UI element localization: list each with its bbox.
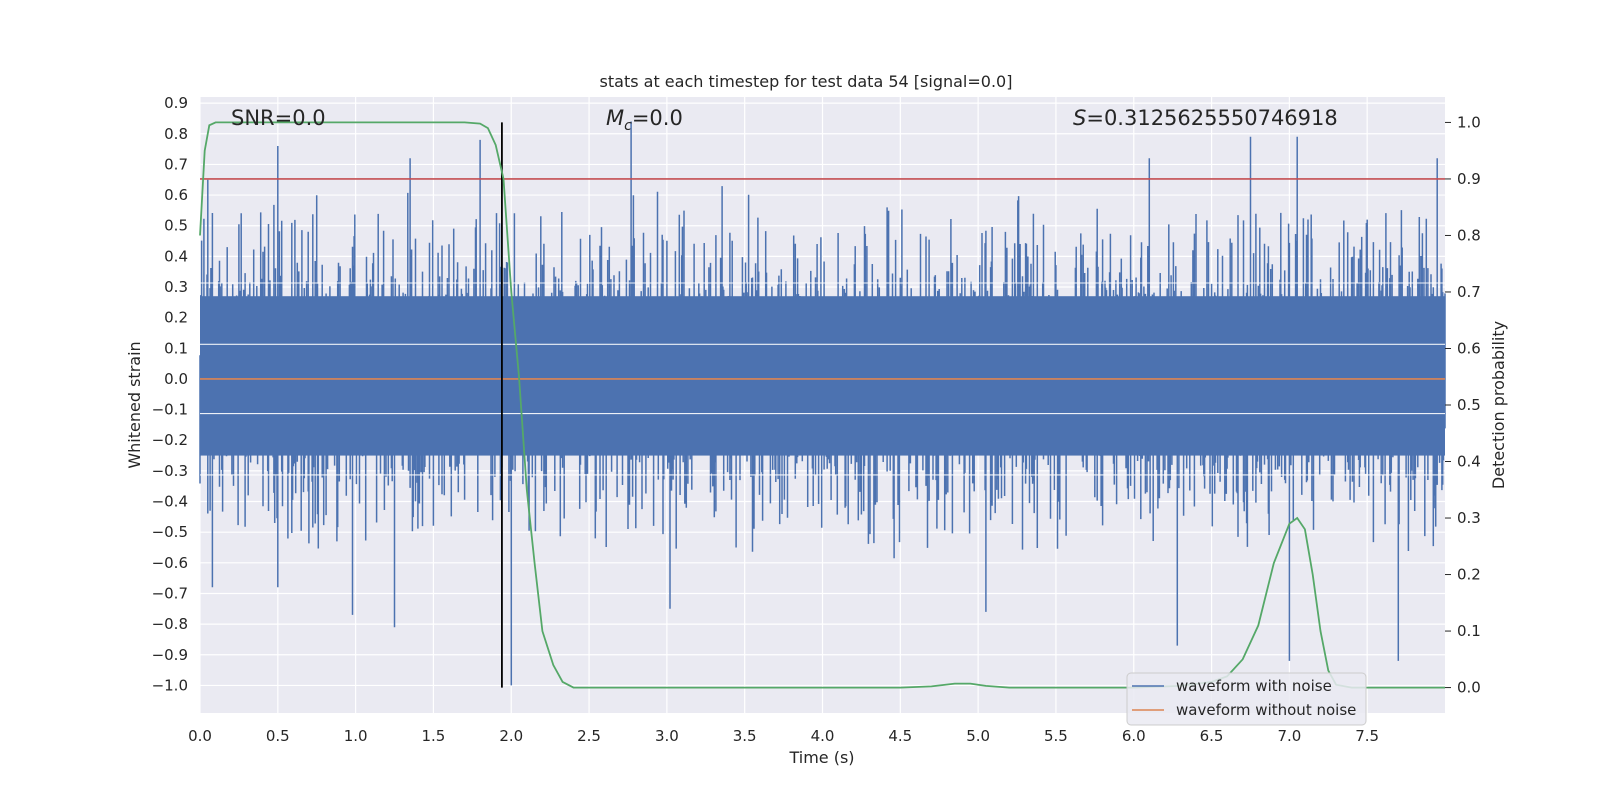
- y-tick-label: −0.1: [152, 401, 188, 419]
- x-tick-label: 2.5: [577, 727, 601, 745]
- x-tick-label: 5.0: [966, 727, 990, 745]
- y2-tick-label: 0.4: [1457, 453, 1481, 471]
- x-tick-label: 5.5: [1044, 727, 1068, 745]
- y-tick-label: −0.4: [152, 493, 188, 511]
- y-tick-label: 0.7: [164, 155, 188, 173]
- chirp-mass-subscript: c: [624, 118, 632, 134]
- waveform-with-noise-core: [200, 296, 1445, 456]
- y-tick-label: −0.9: [152, 646, 188, 664]
- y2-axis-ticks: 1.0 0.9 0.8 0.7 0.6 0.5 0.4 0.3 0.2 0.1 0.0: [1445, 113, 1481, 697]
- chirp-mass-value: =0.0: [632, 106, 683, 130]
- y-tick-label: 0.3: [164, 278, 188, 296]
- s-statistic-symbol: S: [1073, 106, 1086, 130]
- x-tick-label: 3.5: [733, 727, 757, 745]
- y2-tick-label: 0.6: [1457, 339, 1481, 357]
- y2-tick-label: 1.0: [1457, 113, 1481, 131]
- s-statistic-annotation: S=0.3125625550746918: [1073, 106, 1338, 130]
- y2-tick-label: 0.3: [1457, 509, 1481, 527]
- snr-annotation: SNR=0.0: [231, 106, 326, 130]
- x-axis-label: Time (s): [788, 748, 854, 767]
- y2-tick-label: 0.0: [1457, 679, 1481, 697]
- x-tick-label: 4.0: [811, 727, 835, 745]
- x-tick-label: 2.0: [499, 727, 523, 745]
- chart-title: stats at each timestep for test data 54 …: [600, 72, 1013, 91]
- legend-label-waveform-without-noise: waveform without noise: [1176, 701, 1356, 719]
- y2-tick-label: 0.1: [1457, 622, 1481, 640]
- y2-tick-label: 0.9: [1457, 170, 1481, 188]
- y-tick-label: 0.8: [164, 125, 188, 143]
- noisy-waveform-series: [199, 121, 1446, 686]
- detection-probability-line: [199, 121, 1445, 689]
- y2-tick-label: 0.2: [1457, 566, 1481, 584]
- y-tick-label: −0.6: [152, 554, 188, 572]
- chirp-mass-symbol: M: [606, 106, 624, 130]
- x-tick-label: 3.0: [655, 727, 679, 745]
- x-tick-label: 6.0: [1122, 727, 1146, 745]
- x-tick-label: 1.0: [344, 727, 368, 745]
- y2-tick-label: 0.8: [1457, 226, 1481, 244]
- x-tick-label: 7.0: [1277, 727, 1301, 745]
- y2-tick-label: 0.7: [1457, 283, 1481, 301]
- y2-tick-label: 0.5: [1457, 396, 1481, 414]
- y-tick-label: −0.8: [152, 615, 188, 633]
- y-tick-label: −1.0: [152, 676, 188, 694]
- line-series: [199, 121, 1445, 689]
- x-tick-label: 6.5: [1200, 727, 1224, 745]
- chirp-mass-annotation: Mc=0.0: [606, 106, 683, 134]
- y-axis-ticks: 0.9 0.8 0.7 0.6 0.5 0.4 0.3 0.2 0.1 0.0 −0.1 −0.2 −0…: [152, 94, 188, 694]
- legend-box: [1126, 672, 1367, 726]
- legend: waveform with noise waveform without noi…: [1126, 672, 1367, 726]
- y-tick-label: 0.9: [164, 94, 188, 112]
- y-tick-label: 0.1: [164, 339, 188, 357]
- x-axis-ticks: 0.0 0.5 1.0 1.5 2.0 2.5 3.0 3.5 4.0 4.5 5.0 5.5 6.0 6…: [188, 727, 1379, 745]
- y-tick-label: 0.5: [164, 217, 188, 235]
- y-tick-label: 0.6: [164, 186, 188, 204]
- x-tick-label: 0.0: [188, 727, 212, 745]
- y-tick-label: 0.4: [164, 247, 188, 265]
- y2-axis-label: Detection probability: [1489, 321, 1508, 489]
- x-tick-label: 7.5: [1355, 727, 1379, 745]
- y-tick-label: −0.5: [152, 523, 188, 541]
- y-tick-label: −0.2: [152, 431, 188, 449]
- x-tick-label: 1.5: [422, 727, 446, 745]
- y-axis-label: Whitened strain: [125, 341, 144, 468]
- s-statistic-value: =0.3125625550746918: [1086, 106, 1337, 130]
- y-tick-label: 0.2: [164, 309, 188, 327]
- x-tick-label: 4.5: [888, 727, 912, 745]
- y-tick-label: 0.0: [164, 370, 188, 388]
- x-tick-label: 0.5: [266, 727, 290, 745]
- legend-label-waveform-with-noise: waveform with noise: [1176, 677, 1332, 695]
- y-tick-label: −0.7: [152, 584, 188, 602]
- y-tick-label: −0.3: [152, 462, 188, 480]
